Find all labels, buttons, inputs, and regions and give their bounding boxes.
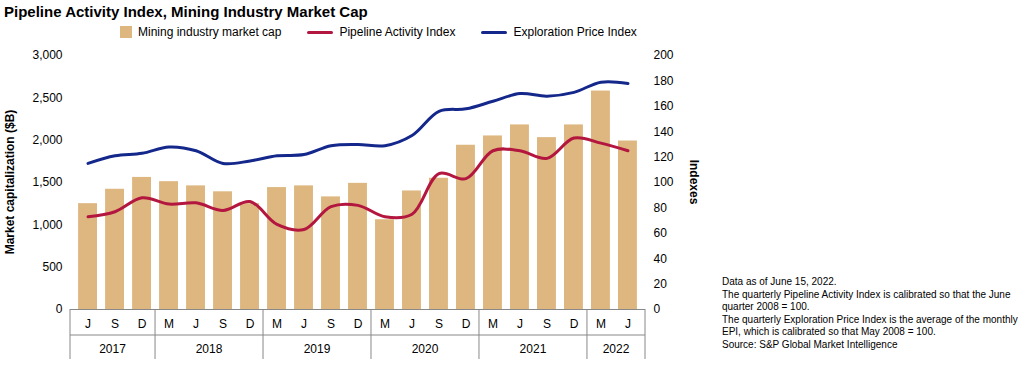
svg-text:2,500: 2,500 — [32, 91, 62, 105]
svg-text:J: J — [193, 317, 199, 331]
svg-text:1,000: 1,000 — [32, 218, 62, 232]
svg-text:160: 160 — [654, 99, 674, 113]
svg-text:2020: 2020 — [412, 342, 439, 356]
svg-text:M: M — [164, 317, 174, 331]
html-text:The quarterly Exploration Pric: The quarterly Exploration Price Index is… — [722, 313, 1018, 337]
svg-text:20: 20 — [654, 277, 668, 291]
svg-text:J: J — [517, 317, 523, 331]
svg-text:0: 0 — [56, 302, 63, 316]
svg-text:40: 40 — [654, 252, 668, 266]
svg-text:120: 120 — [654, 150, 674, 164]
html-text:The quarterly Pipeline Activit: The quarterly Pipeline Activity Index is… — [722, 288, 1011, 312]
svg-text:D: D — [570, 317, 579, 331]
html-text:Exploration Price Index: Exploration Price Index — [513, 25, 637, 39]
svg-text:J: J — [625, 317, 631, 331]
svg-text:2022: 2022 — [603, 342, 630, 356]
svg-text:S: S — [327, 317, 335, 331]
svg-text:M: M — [272, 317, 282, 331]
svg-text:200: 200 — [654, 48, 674, 62]
html-text:Data as of June 15, 2022.: Data as of June 15, 2022. — [722, 276, 837, 287]
svg-text:Indexes: Indexes — [687, 160, 701, 205]
svg-text:Market capitalization ($B): Market capitalization ($B) — [3, 110, 17, 255]
svg-text:100: 100 — [654, 175, 674, 189]
svg-text:D: D — [462, 317, 471, 331]
svg-text:2,000: 2,000 — [32, 133, 62, 147]
svg-text:J: J — [409, 317, 415, 331]
svg-text:180: 180 — [654, 74, 674, 88]
svg-text:S: S — [435, 317, 443, 331]
svg-text:M: M — [380, 317, 390, 331]
svg-text:1,500: 1,500 — [32, 175, 62, 189]
html-text:Pipeline Activity Index: Pipeline Activity Index — [339, 25, 456, 39]
svg-text:M: M — [488, 317, 498, 331]
svg-text:60: 60 — [654, 226, 668, 240]
svg-text:D: D — [354, 317, 363, 331]
svg-text:D: D — [138, 317, 147, 331]
svg-text:S: S — [543, 317, 551, 331]
svg-text:D: D — [246, 317, 255, 331]
svg-text:3,000: 3,000 — [32, 48, 62, 62]
svg-text:0: 0 — [654, 302, 661, 316]
svg-text:J: J — [301, 317, 307, 331]
svg-text:140: 140 — [654, 125, 674, 139]
html-text:Mining industry market cap: Mining industry market cap — [138, 25, 282, 39]
svg-text:2018: 2018 — [196, 342, 223, 356]
svg-text:J: J — [85, 317, 91, 331]
svg-text:M: M — [596, 317, 606, 331]
svg-text:2019: 2019 — [304, 342, 331, 356]
svg-text:S: S — [111, 317, 119, 331]
svg-text:2017: 2017 — [99, 342, 126, 356]
svg-text:2021: 2021 — [520, 342, 547, 356]
svg-text:80: 80 — [654, 201, 668, 215]
html-text:Pipeline Activity Index, Minin: Pipeline Activity Index, Mining Industry… — [4, 3, 368, 20]
svg-text:500: 500 — [42, 260, 62, 274]
svg-text:S: S — [219, 317, 227, 331]
html-text:Source: S&P Global Market Inte: Source: S&P Global Market Intelligence — [722, 338, 898, 350]
